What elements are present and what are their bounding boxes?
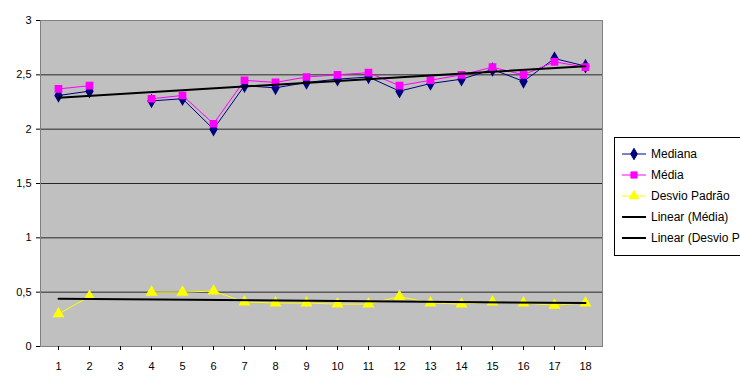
- svg-text:12: 12: [393, 360, 405, 372]
- svg-text:7: 7: [241, 360, 247, 372]
- svg-text:1,5: 1,5: [16, 177, 31, 189]
- svg-text:0,5: 0,5: [16, 286, 31, 298]
- svg-text:8: 8: [272, 360, 278, 372]
- svg-text:3: 3: [25, 14, 31, 26]
- svg-text:4: 4: [148, 360, 154, 372]
- svg-text:2: 2: [86, 360, 92, 372]
- svg-text:17: 17: [548, 360, 560, 372]
- svg-text:10: 10: [331, 360, 343, 372]
- svg-text:2,5: 2,5: [16, 68, 31, 80]
- svg-text:14: 14: [455, 360, 467, 372]
- svg-text:15: 15: [486, 360, 498, 372]
- svg-text:9: 9: [303, 360, 309, 372]
- svg-text:1: 1: [25, 231, 31, 243]
- svg-text:11: 11: [363, 360, 374, 372]
- svg-text:13: 13: [424, 360, 436, 372]
- svg-text:18: 18: [579, 360, 591, 372]
- svg-text:5: 5: [179, 360, 185, 372]
- svg-text:2: 2: [25, 123, 31, 135]
- svg-text:3: 3: [117, 360, 123, 372]
- svg-text:1: 1: [55, 360, 61, 372]
- html-text:Média: Média: [651, 168, 684, 182]
- html-text:Linear (Média): Linear (Média): [651, 210, 729, 224]
- svg-text:16: 16: [517, 360, 529, 372]
- svg-text:0: 0: [25, 340, 31, 352]
- html-text:Desvio Padrão: Desvio Padrão: [651, 189, 730, 203]
- html-text:Mediana: Mediana: [651, 147, 697, 161]
- svg-text:6: 6: [210, 360, 216, 372]
